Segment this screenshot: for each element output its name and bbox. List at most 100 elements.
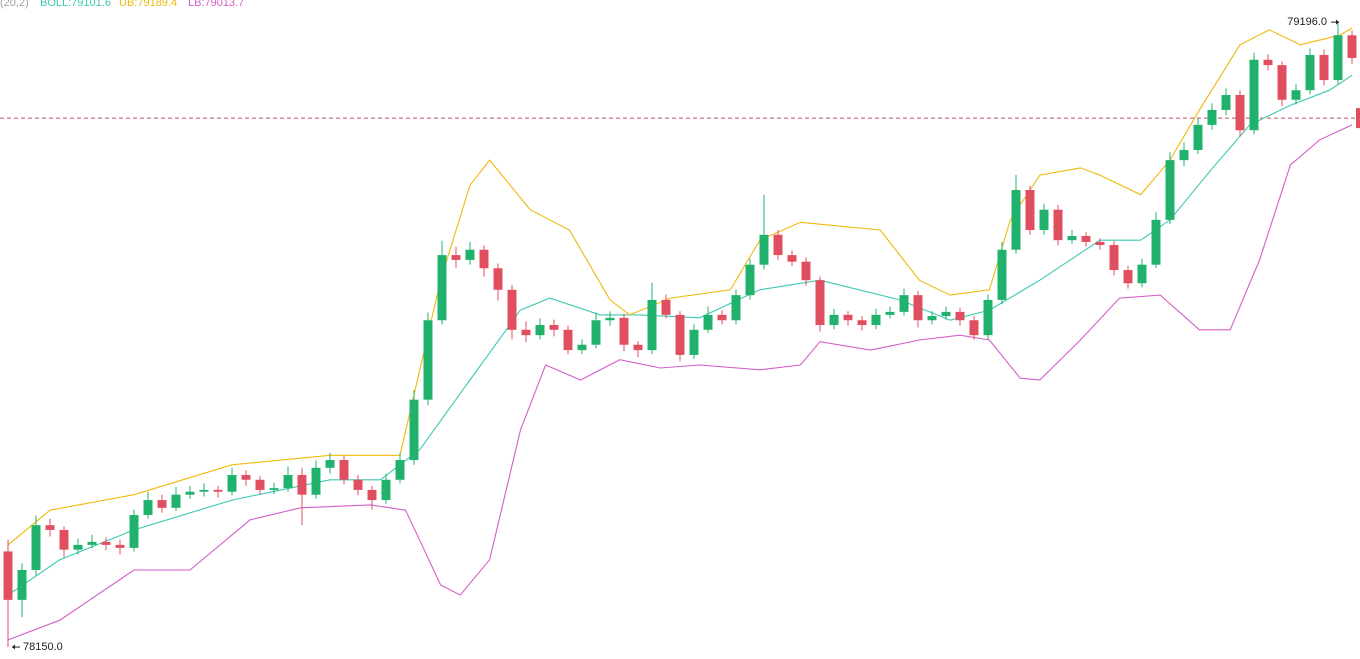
- candle-body: [241, 474, 251, 480]
- candle-body: [185, 491, 195, 495]
- candle-body: [157, 500, 167, 508]
- legend-entry: BOLL:79101.6: [40, 0, 111, 9]
- candle-body: [1123, 270, 1133, 284]
- candle-body: [269, 488, 279, 490]
- candle-body: [1137, 264, 1147, 284]
- candle-body: [115, 544, 125, 548]
- candle-body: [605, 317, 615, 321]
- candle-body: [549, 325, 559, 330]
- candle-body: [829, 314, 839, 326]
- candle-body: [45, 525, 55, 530]
- band-line: [7, 74, 1353, 596]
- candle-body: [1333, 35, 1343, 81]
- candle-body: [1109, 244, 1119, 271]
- candle-body: [283, 474, 293, 489]
- candle-body: [87, 541, 97, 545]
- candle-body: [451, 255, 461, 260]
- candle-body: [997, 249, 1007, 300]
- candle-body: [437, 255, 447, 321]
- candle-body: [353, 479, 363, 490]
- candle-body: [857, 320, 867, 326]
- candle-body: [689, 329, 699, 355]
- candle-body: [591, 320, 601, 345]
- candle-body: [1305, 54, 1315, 91]
- candle-body: [1291, 90, 1301, 100]
- candle-body: [255, 479, 265, 490]
- candle-body: [521, 329, 531, 336]
- candle-body: [1319, 54, 1329, 81]
- candle-body: [381, 479, 391, 501]
- candle-body: [395, 460, 405, 480]
- candle-body: [59, 529, 69, 550]
- candle-body: [941, 311, 951, 317]
- candle-body: [619, 317, 629, 345]
- candle-body: [213, 489, 223, 492]
- candle-body: [339, 460, 349, 480]
- price-tag: [1356, 108, 1360, 129]
- candle-body: [1249, 59, 1259, 131]
- header: (20,2) BOLL:79101.6 UB:79189.4 LB:79013.…: [0, 0, 244, 9]
- candle-body: [31, 525, 41, 570]
- candle-body: [507, 289, 517, 330]
- candle-body: [101, 541, 111, 545]
- candle-body: [1151, 219, 1161, 265]
- candle-body: [759, 234, 769, 265]
- candle-body: [199, 489, 209, 492]
- candle-body: [465, 249, 475, 260]
- candle-body: [675, 314, 685, 355]
- candle-body: [955, 311, 965, 321]
- candle-body: [143, 500, 153, 516]
- candle-body: [1011, 189, 1021, 250]
- legend-entry: UB:79189.4: [119, 0, 177, 9]
- candle-body: [409, 399, 419, 461]
- candle-body: [3, 551, 13, 600]
- candle-body: [423, 320, 433, 400]
- candle-body: [1235, 94, 1245, 131]
- candle-body: [227, 474, 237, 492]
- candle-body: [129, 515, 139, 548]
- candle-body: [717, 314, 727, 321]
- candle-body: [367, 489, 377, 501]
- max-arrow-head: [1336, 19, 1339, 25]
- candle-body: [661, 299, 671, 315]
- candle-body: [843, 314, 853, 321]
- candle-body: [1039, 209, 1049, 231]
- candle-body: [1277, 65, 1287, 100]
- candle-body: [969, 320, 979, 336]
- candle-body: [983, 299, 993, 336]
- candle-body: [1263, 59, 1273, 66]
- candle-body: [1067, 235, 1077, 241]
- candle-body: [1095, 241, 1105, 245]
- candle-body: [325, 460, 335, 468]
- min-label: 78150.0: [23, 641, 63, 653]
- candle-body: [1025, 189, 1035, 231]
- candle-body: [899, 295, 909, 312]
- candle-body: [913, 295, 923, 321]
- candle-body: [535, 325, 545, 336]
- indicator-params: (20,2): [0, 0, 29, 9]
- candle-body: [1221, 94, 1231, 110]
- candle-body: [703, 314, 713, 330]
- candle-body: [647, 299, 657, 351]
- candle-body: [1081, 235, 1091, 242]
- candle-body: [773, 234, 783, 256]
- candle-body: [927, 316, 937, 321]
- candle-body: [311, 467, 321, 495]
- candle-body: [73, 544, 83, 550]
- candle-body: [297, 474, 307, 495]
- candle-body: [801, 261, 811, 281]
- candle-body: [479, 249, 489, 269]
- candle-body: [633, 344, 643, 351]
- candle-body: [1053, 209, 1063, 241]
- candle-body: [1165, 160, 1175, 220]
- candle-body: [885, 311, 895, 315]
- band-line: [7, 124, 1353, 641]
- candle-body: [1179, 149, 1189, 161]
- candle-body: [1347, 35, 1357, 58]
- candle-body: [17, 569, 27, 600]
- legend-entry: LB:79013.7: [188, 0, 244, 9]
- min-arrow-head: [12, 644, 15, 650]
- band-line: [7, 27, 1353, 546]
- candle-body: [493, 268, 503, 290]
